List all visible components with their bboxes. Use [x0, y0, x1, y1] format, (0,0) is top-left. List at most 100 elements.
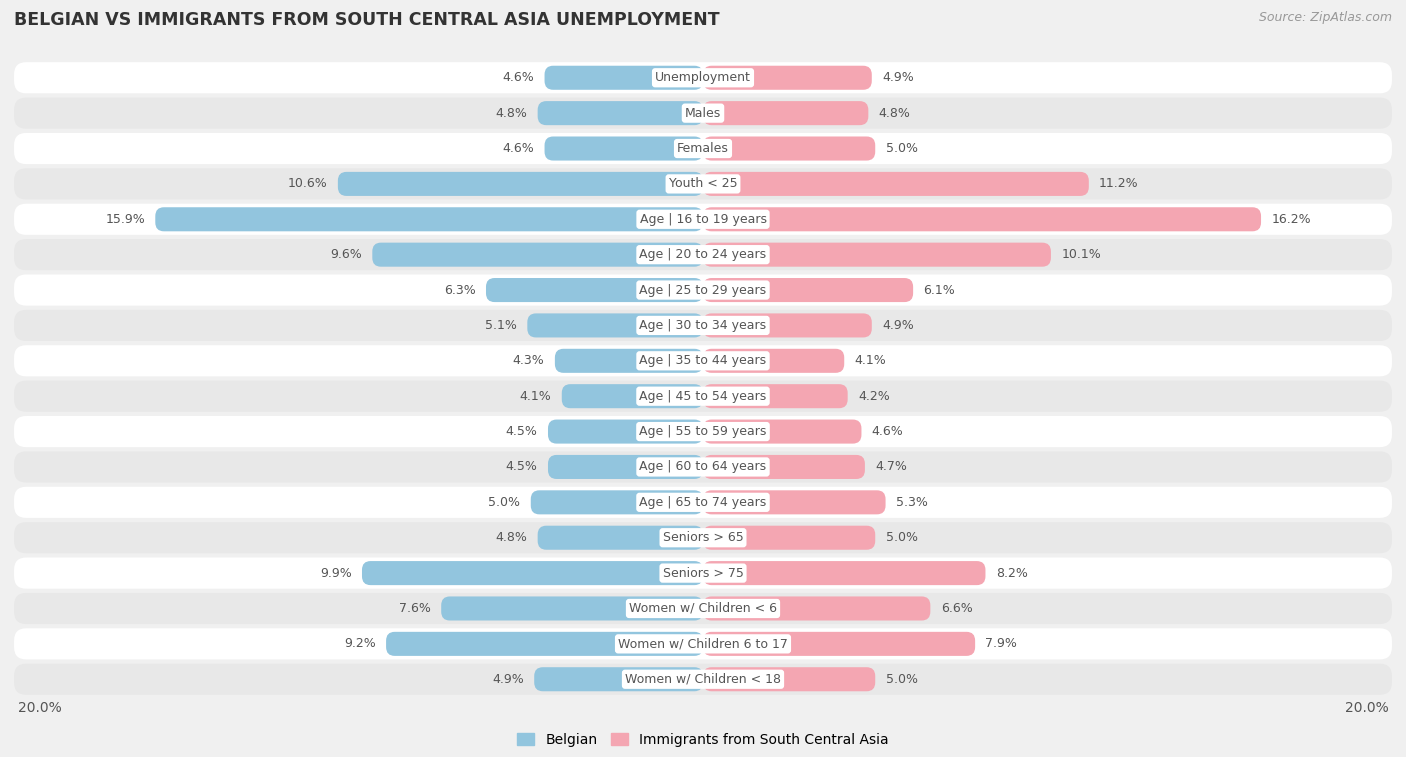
- Text: Age | 20 to 24 years: Age | 20 to 24 years: [640, 248, 766, 261]
- Text: 5.0%: 5.0%: [886, 673, 918, 686]
- FancyBboxPatch shape: [703, 101, 869, 125]
- Text: Age | 55 to 59 years: Age | 55 to 59 years: [640, 425, 766, 438]
- Text: 4.9%: 4.9%: [492, 673, 524, 686]
- Text: 4.8%: 4.8%: [495, 107, 527, 120]
- Text: 4.1%: 4.1%: [855, 354, 886, 367]
- Text: 5.0%: 5.0%: [488, 496, 520, 509]
- Text: Youth < 25: Youth < 25: [669, 177, 737, 191]
- FancyBboxPatch shape: [703, 561, 986, 585]
- Text: 20.0%: 20.0%: [17, 701, 62, 715]
- Text: 4.9%: 4.9%: [882, 319, 914, 332]
- Text: 4.7%: 4.7%: [875, 460, 907, 473]
- FancyBboxPatch shape: [703, 384, 848, 408]
- FancyBboxPatch shape: [562, 384, 703, 408]
- FancyBboxPatch shape: [537, 525, 703, 550]
- Text: 9.6%: 9.6%: [330, 248, 361, 261]
- FancyBboxPatch shape: [14, 664, 1392, 695]
- Text: 8.2%: 8.2%: [995, 566, 1028, 580]
- Text: 10.6%: 10.6%: [288, 177, 328, 191]
- Text: 5.0%: 5.0%: [886, 531, 918, 544]
- FancyBboxPatch shape: [14, 487, 1392, 518]
- FancyBboxPatch shape: [14, 381, 1392, 412]
- Text: Age | 16 to 19 years: Age | 16 to 19 years: [640, 213, 766, 226]
- Text: Age | 60 to 64 years: Age | 60 to 64 years: [640, 460, 766, 473]
- Text: 6.6%: 6.6%: [941, 602, 973, 615]
- FancyBboxPatch shape: [544, 136, 703, 160]
- FancyBboxPatch shape: [14, 62, 1392, 93]
- Text: BELGIAN VS IMMIGRANTS FROM SOUTH CENTRAL ASIA UNEMPLOYMENT: BELGIAN VS IMMIGRANTS FROM SOUTH CENTRAL…: [14, 11, 720, 30]
- Text: 6.1%: 6.1%: [924, 284, 955, 297]
- Text: 4.8%: 4.8%: [879, 107, 911, 120]
- FancyBboxPatch shape: [703, 136, 875, 160]
- Text: 4.6%: 4.6%: [502, 142, 534, 155]
- Text: 7.9%: 7.9%: [986, 637, 1018, 650]
- FancyBboxPatch shape: [703, 632, 976, 656]
- Text: 11.2%: 11.2%: [1099, 177, 1139, 191]
- Text: 6.3%: 6.3%: [444, 284, 475, 297]
- Text: 16.2%: 16.2%: [1271, 213, 1310, 226]
- Text: Age | 65 to 74 years: Age | 65 to 74 years: [640, 496, 766, 509]
- FancyBboxPatch shape: [703, 525, 875, 550]
- Text: Females: Females: [678, 142, 728, 155]
- Text: Women w/ Children < 6: Women w/ Children < 6: [628, 602, 778, 615]
- FancyBboxPatch shape: [14, 628, 1392, 659]
- Legend: Belgian, Immigrants from South Central Asia: Belgian, Immigrants from South Central A…: [512, 727, 894, 752]
- Text: Age | 45 to 54 years: Age | 45 to 54 years: [640, 390, 766, 403]
- Text: 7.6%: 7.6%: [399, 602, 430, 615]
- FancyBboxPatch shape: [544, 66, 703, 90]
- Text: 4.2%: 4.2%: [858, 390, 890, 403]
- Text: Age | 35 to 44 years: Age | 35 to 44 years: [640, 354, 766, 367]
- FancyBboxPatch shape: [703, 349, 844, 373]
- FancyBboxPatch shape: [531, 491, 703, 514]
- FancyBboxPatch shape: [703, 172, 1088, 196]
- Text: Women w/ Children < 18: Women w/ Children < 18: [626, 673, 780, 686]
- FancyBboxPatch shape: [387, 632, 703, 656]
- FancyBboxPatch shape: [537, 101, 703, 125]
- FancyBboxPatch shape: [14, 416, 1392, 447]
- Text: 4.8%: 4.8%: [495, 531, 527, 544]
- FancyBboxPatch shape: [703, 419, 862, 444]
- FancyBboxPatch shape: [703, 278, 912, 302]
- FancyBboxPatch shape: [14, 98, 1392, 129]
- Text: 9.9%: 9.9%: [321, 566, 352, 580]
- FancyBboxPatch shape: [14, 557, 1392, 589]
- FancyBboxPatch shape: [548, 419, 703, 444]
- FancyBboxPatch shape: [373, 243, 703, 266]
- FancyBboxPatch shape: [703, 667, 875, 691]
- Text: Seniors > 65: Seniors > 65: [662, 531, 744, 544]
- Text: 4.3%: 4.3%: [513, 354, 544, 367]
- Text: Women w/ Children 6 to 17: Women w/ Children 6 to 17: [619, 637, 787, 650]
- Text: 4.5%: 4.5%: [506, 425, 537, 438]
- FancyBboxPatch shape: [361, 561, 703, 585]
- FancyBboxPatch shape: [14, 310, 1392, 341]
- FancyBboxPatch shape: [14, 451, 1392, 482]
- FancyBboxPatch shape: [155, 207, 703, 232]
- FancyBboxPatch shape: [14, 522, 1392, 553]
- Text: 4.9%: 4.9%: [882, 71, 914, 84]
- Text: 4.1%: 4.1%: [520, 390, 551, 403]
- FancyBboxPatch shape: [534, 667, 703, 691]
- Text: 4.6%: 4.6%: [872, 425, 904, 438]
- Text: Age | 30 to 34 years: Age | 30 to 34 years: [640, 319, 766, 332]
- FancyBboxPatch shape: [14, 239, 1392, 270]
- FancyBboxPatch shape: [337, 172, 703, 196]
- FancyBboxPatch shape: [548, 455, 703, 479]
- Text: 5.1%: 5.1%: [485, 319, 517, 332]
- FancyBboxPatch shape: [14, 593, 1392, 624]
- Text: 20.0%: 20.0%: [1344, 701, 1389, 715]
- FancyBboxPatch shape: [14, 345, 1392, 376]
- FancyBboxPatch shape: [703, 455, 865, 479]
- FancyBboxPatch shape: [14, 168, 1392, 200]
- Text: 10.1%: 10.1%: [1062, 248, 1101, 261]
- FancyBboxPatch shape: [703, 66, 872, 90]
- Text: 5.0%: 5.0%: [886, 142, 918, 155]
- Text: Unemployment: Unemployment: [655, 71, 751, 84]
- FancyBboxPatch shape: [14, 275, 1392, 306]
- FancyBboxPatch shape: [486, 278, 703, 302]
- FancyBboxPatch shape: [14, 204, 1392, 235]
- FancyBboxPatch shape: [703, 207, 1261, 232]
- Text: Males: Males: [685, 107, 721, 120]
- Text: 4.5%: 4.5%: [506, 460, 537, 473]
- FancyBboxPatch shape: [703, 597, 931, 621]
- Text: 15.9%: 15.9%: [105, 213, 145, 226]
